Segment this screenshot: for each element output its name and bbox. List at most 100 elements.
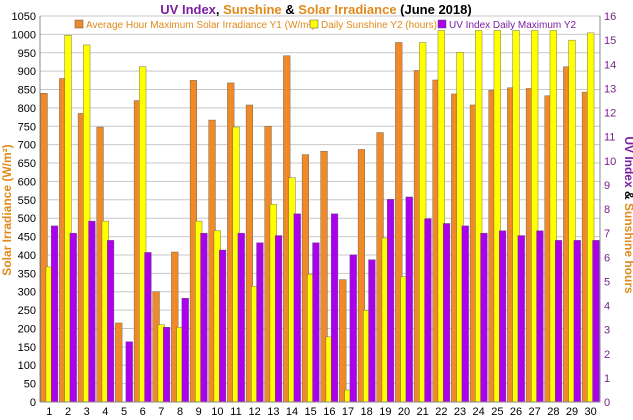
y-right-label-part: Sunshine hours (622, 203, 633, 294)
bar-series-3-day-24 (480, 232, 488, 403)
title-part: Solar Irradiance (298, 2, 396, 17)
y-left-tick-label: 550 (18, 195, 36, 207)
y-right-tick-label: 9 (604, 180, 610, 192)
x-tick-label: 3 (84, 406, 90, 418)
bar-series-3-day-14 (293, 213, 301, 403)
bar-series-3-day-6 (144, 252, 152, 403)
x-tick-label: 23 (454, 406, 466, 418)
bar-series-3-day-1 (51, 225, 59, 403)
y-left-tick-label: 100 (18, 360, 36, 372)
y-right-label-part: & (622, 188, 633, 203)
chart-title: UV Index, Sunshine & Solar Irradiance (J… (160, 2, 471, 17)
y-right-tick-label: 15 (604, 35, 616, 47)
bar-series-3-day-30 (592, 240, 600, 403)
y-right-tick-label: 3 (604, 325, 610, 337)
title-part: & (282, 2, 299, 17)
bar-series-1-day-5 (115, 322, 123, 403)
y-left-tick-label: 700 (18, 140, 36, 152)
y-right-tick-label: 5 (604, 276, 610, 288)
title-part: (June 2018) (397, 2, 472, 17)
y-left-tick-label: 450 (18, 232, 36, 244)
legend-swatch (309, 19, 319, 29)
x-tick-label: 28 (547, 406, 559, 418)
y-right-tick-label: 14 (604, 59, 616, 71)
y-left-tick-label: 350 (18, 268, 36, 280)
x-tick-label: 15 (305, 406, 317, 418)
bar-series-3-day-23 (461, 225, 469, 403)
plot-area (39, 15, 601, 403)
title-part: , (216, 2, 223, 17)
x-tick-label: 8 (177, 406, 183, 418)
x-tick-label: 1 (46, 406, 52, 418)
bar-series-3-day-4 (107, 240, 115, 403)
x-tick-label: 27 (529, 406, 541, 418)
x-tick-label: 19 (379, 406, 391, 418)
x-tick-label: 16 (323, 406, 335, 418)
x-tick-label: 7 (158, 406, 164, 418)
title-part: Sunshine (223, 2, 282, 17)
y-axis-label-left: Solar Irradiance (W/m²) (0, 144, 14, 275)
y-left-tick-label: 500 (18, 213, 36, 225)
x-tick-label: 10 (211, 406, 223, 418)
bar-series-3-day-5 (125, 341, 133, 403)
y-right-tick-label: 4 (604, 301, 610, 313)
bar-series-3-day-2 (69, 232, 77, 403)
x-tick-label: 26 (510, 406, 522, 418)
bar-series-3-day-18 (368, 259, 376, 403)
y-left-tick-label: 800 (18, 103, 36, 115)
x-tick-label: 18 (361, 406, 373, 418)
y-left-tick-label: 900 (18, 66, 36, 78)
x-tick-label: 29 (566, 406, 578, 418)
bar-series-3-day-13 (275, 235, 283, 403)
y-right-tick-label: 10 (604, 156, 616, 168)
y-left-tick-label: 200 (18, 323, 36, 335)
x-tick-label: 13 (267, 406, 279, 418)
x-tick-label: 6 (140, 406, 146, 418)
x-tick-label: 11 (230, 406, 241, 418)
bar-series-3-day-7 (163, 327, 171, 403)
y-left-tick-label: 300 (18, 287, 36, 299)
bar-series-3-day-10 (219, 249, 227, 403)
title-part: UV Index (160, 2, 216, 17)
y-left-tick-label: 850 (18, 85, 36, 97)
y-right-tick-label: 6 (604, 252, 610, 264)
y-left-tick-label: 50 (24, 379, 36, 391)
y-left-tick-label: 950 (18, 48, 36, 60)
legend: Average Hour Maximum Solar Irradiance Y1… (74, 19, 577, 31)
bar-series-3-day-25 (499, 230, 507, 403)
x-tick-label: 20 (398, 406, 410, 418)
y-left-tick-label: 1050 (12, 11, 36, 23)
legend-label: Daily Sunshine Y2 (hours) (321, 20, 437, 31)
bar-series-3-day-28 (555, 240, 563, 403)
x-tick-label: 22 (435, 406, 447, 418)
y-right-label-part: UV Index (622, 136, 633, 188)
bar-series-3-day-15 (312, 242, 320, 403)
legend-swatch (74, 19, 84, 29)
bar-series-3-day-3 (88, 220, 96, 403)
y-right-tick-label: 12 (604, 108, 616, 120)
y-right-tick-label: 8 (604, 204, 610, 216)
x-tick-label: 9 (196, 406, 202, 418)
x-tick-label: 12 (249, 406, 261, 418)
x-tick-label: 30 (585, 406, 597, 418)
bar-series-3-day-20 (405, 196, 413, 403)
bar-series-3-day-8 (181, 298, 189, 403)
x-tick-label: 14 (286, 406, 298, 418)
y-right-tick-label: 0 (604, 397, 610, 409)
x-tick-label: 17 (342, 406, 354, 418)
y-right-tick-label: 7 (604, 228, 610, 240)
bar-series-3-day-21 (424, 218, 432, 403)
legend-label: Average Hour Maximum Solar Irradiance Y1… (86, 20, 315, 31)
legend-label: UV Index Daily Maximum Y2 (449, 20, 577, 31)
y-right-tick-label: 1 (604, 373, 610, 385)
y-left-tick-label: 650 (18, 158, 36, 170)
bar-series-3-day-19 (387, 199, 395, 403)
bar-series-3-day-27 (536, 230, 544, 403)
y-left-tick-label: 250 (18, 305, 36, 317)
y-left-tick-label: 600 (18, 176, 36, 188)
x-tick-label: 2 (65, 406, 71, 418)
y-right-tick-label: 11 (604, 132, 615, 144)
y-left-tick-label: 0 (30, 397, 36, 409)
